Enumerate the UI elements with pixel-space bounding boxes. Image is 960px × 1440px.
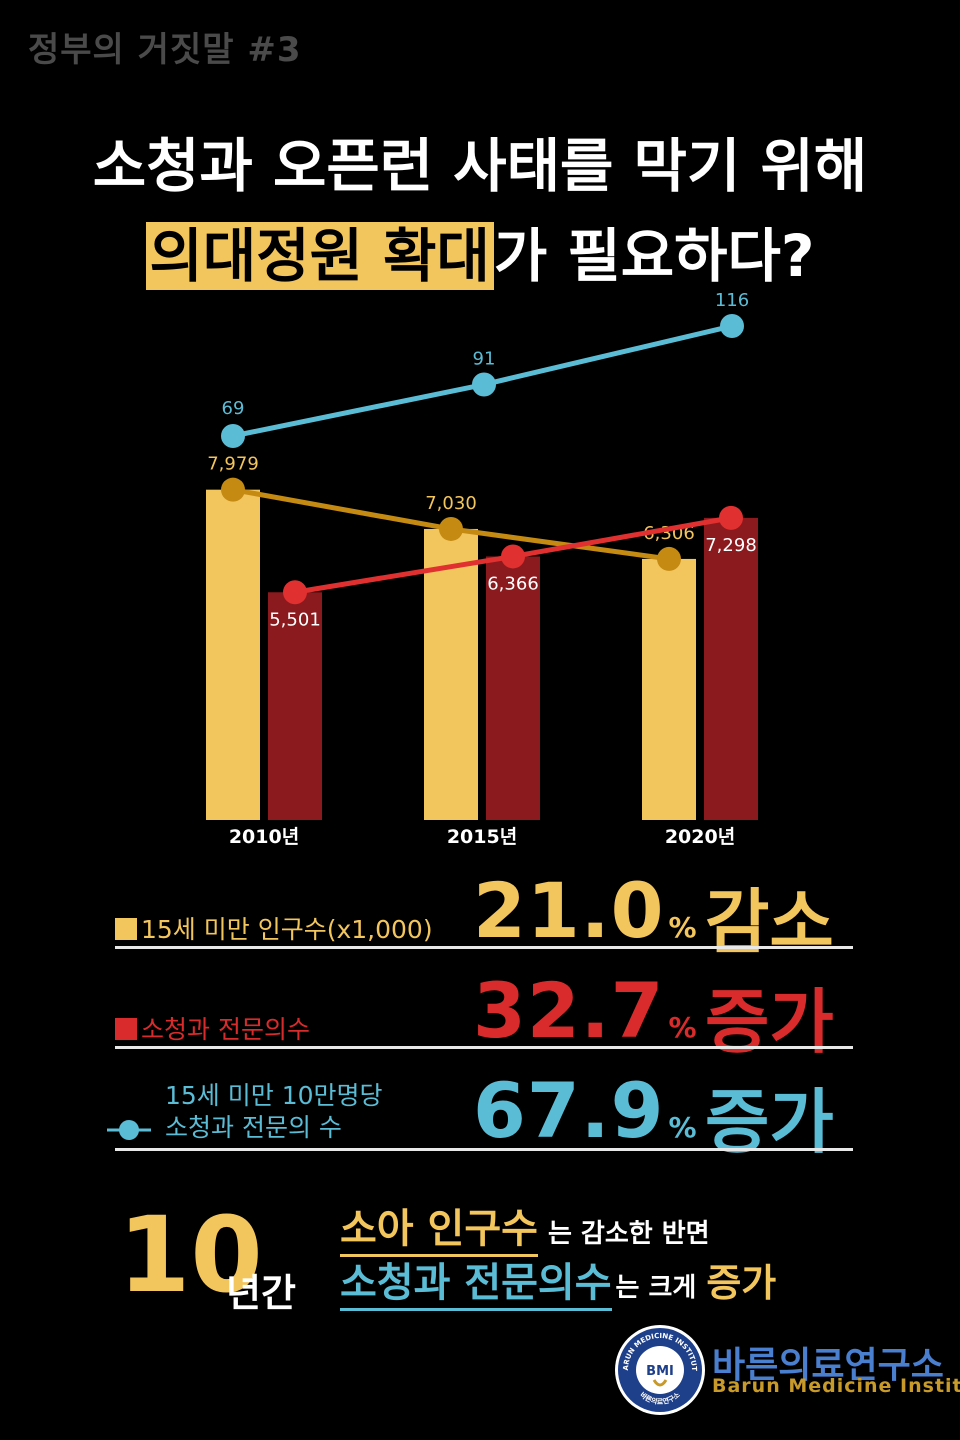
headline-highlight: 의대정원 확대 xyxy=(145,222,494,290)
line-specialists-point-1 xyxy=(501,544,525,569)
legend-specialists-text: 소청과 전문의수 xyxy=(141,1015,310,1044)
x-tick-label-0: 2010년 xyxy=(229,826,299,848)
line-specialists-point-2 xyxy=(719,505,743,530)
bar-population-0 xyxy=(206,489,260,820)
legend-per-capita: 15세 미만 10만명당 소청과 전문의 수 xyxy=(165,1080,383,1144)
legend-per-capita-line1: 15세 미만 10만명당 xyxy=(165,1081,383,1110)
x-tick-label-2: 2020년 xyxy=(665,826,735,848)
stat-row-specialists: 소청과 전문의수 32.7% 증가 xyxy=(115,966,853,1063)
stat-specialists-number: 32.7% xyxy=(473,966,698,1055)
line-per-capita-point-0 xyxy=(221,424,245,448)
legend-population: 15세 미만 인구수(x1,000) xyxy=(115,910,433,946)
legend-swatch-specialists xyxy=(115,1018,137,1040)
headline-line1: 소청과 오픈런 사태를 막기 위해 xyxy=(92,132,868,200)
summary-years-number: 10 xyxy=(118,1194,263,1316)
legend-swatch-population xyxy=(115,918,137,940)
divider-2 xyxy=(115,1046,853,1049)
headline-line2: 의대정원 확대가 필요하다? xyxy=(0,220,960,292)
line-population-label-0: 7,979 xyxy=(207,454,259,475)
stat-population-unit: % xyxy=(668,911,698,944)
line-population-point-1 xyxy=(439,516,463,541)
stat-population-value: 21.0 xyxy=(473,866,665,955)
line-specialists-label-1: 6,366 xyxy=(487,573,539,594)
stat-per-capita-word: 증가 xyxy=(705,1081,834,1163)
institute-name-ko: 바른의료연구소 xyxy=(712,1345,944,1386)
line-population-label-1: 7,030 xyxy=(425,493,477,514)
line-population-point-2 xyxy=(657,546,681,571)
series-tag: 정부의 거짓말 #3 xyxy=(28,30,302,70)
stat-per-capita-value: 67.9 xyxy=(473,1066,665,1155)
legend-population-text: 15세 미만 인구수(x1,000) xyxy=(141,915,433,944)
logo-center-text: BMI xyxy=(646,1364,674,1379)
institute-logo: BARUN MEDICINE INSTITUTE 바른의료연구소 BMI xyxy=(614,1324,705,1415)
stat-per-capita-number: 67.9% xyxy=(473,1066,698,1155)
summary-line1: 소아 인구수 는 감소한 반면 xyxy=(340,1196,710,1257)
stat-per-capita-unit: % xyxy=(668,1111,698,1144)
bar-population-2 xyxy=(642,558,696,820)
stat-specialists-value: 32.7 xyxy=(473,966,665,1055)
line-per-capita-point-2 xyxy=(720,314,744,339)
legend-specialists: 소청과 전문의수 xyxy=(115,1010,310,1046)
chart-x-labels: 2010년 2015년 2020년 xyxy=(229,826,735,848)
stat-specialists-word: 증가 xyxy=(705,981,834,1063)
stat-population-word: 감소 xyxy=(705,881,834,963)
chart-bars xyxy=(206,489,758,820)
bar-specialists-0 xyxy=(268,592,322,820)
institute-name-en: Barun Medicine Institute xyxy=(712,1375,960,1397)
line-specialists-label-2: 7,298 xyxy=(705,535,757,556)
line-per-capita-point-1 xyxy=(472,372,496,397)
legend-per-capita-line2: 소청과 전문의 수 xyxy=(165,1113,342,1142)
bar-specialists-1 xyxy=(486,556,540,820)
line-per-capita-label-2: 116 xyxy=(715,290,749,311)
summary-line2: 소청과 전문의수 는 크게 증가 xyxy=(340,1250,777,1311)
summary-key-population: 소아 인구수 xyxy=(340,1206,538,1257)
bar-population-1 xyxy=(424,528,478,820)
stat-row-population: 15세 미만 인구수(x1,000) 21.0% 감소 xyxy=(115,866,853,963)
divider-1 xyxy=(115,946,853,949)
line-specialists-label-0: 5,501 xyxy=(269,609,321,630)
stat-specialists-unit: % xyxy=(668,1011,698,1044)
legend-line-marker-icon xyxy=(107,1120,151,1140)
headline-rest: 가 필요하다? xyxy=(493,222,815,290)
summary-key-specialists: 소청과 전문의수 xyxy=(340,1260,612,1311)
x-tick-label-1: 2015년 xyxy=(447,826,517,848)
line-population-point-0 xyxy=(221,477,245,502)
line-specialists-point-0 xyxy=(283,580,307,605)
bar-specialists-2 xyxy=(704,517,758,820)
summary-line1-rest: 는 감소한 반면 xyxy=(547,1219,710,1249)
line-per-capita-label-1: 91 xyxy=(473,349,496,370)
summary-line2-mid: 는 크게 xyxy=(615,1273,697,1303)
stat-population-number: 21.0% xyxy=(473,866,698,955)
summary-line2-end: 증가 xyxy=(706,1261,777,1305)
summary-years-unit: 년간 xyxy=(226,1271,296,1315)
line-per-capita-label-0: 69 xyxy=(222,398,245,419)
divider-3 xyxy=(115,1148,853,1151)
